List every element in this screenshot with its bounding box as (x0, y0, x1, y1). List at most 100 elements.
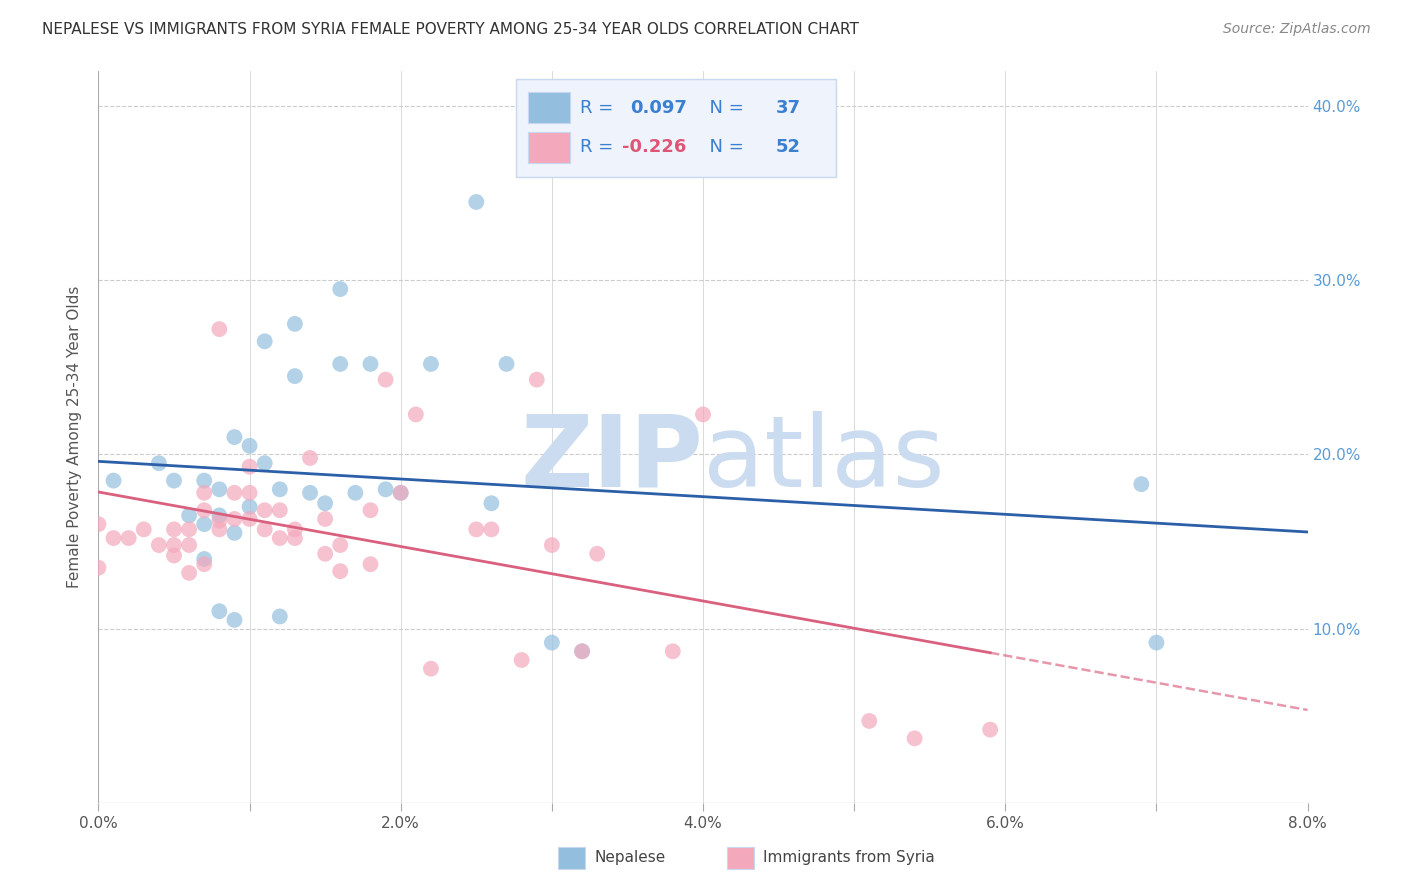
Text: Immigrants from Syria: Immigrants from Syria (763, 850, 935, 865)
Point (374, 483, 396, 497)
Text: 52: 52 (776, 138, 800, 156)
Point (465, 522, 488, 536)
Point (239, 439, 262, 453)
Y-axis label: Female Poverty Among 25-34 Year Olds: Female Poverty Among 25-34 Year Olds (67, 286, 83, 588)
Point (193, 552, 215, 566)
Text: 37: 37 (776, 99, 800, 117)
Point (329, 357, 352, 371)
Point (465, 194, 488, 209)
Point (179, 508, 201, 523)
Point (148, 456, 170, 470)
Point (299, 450, 322, 465)
Point (540, 635, 562, 649)
Point (208, 604, 231, 618)
Point (103, 531, 125, 545)
Point (360, 503, 382, 517)
Point (495, 357, 517, 371)
Point (344, 485, 367, 500)
Bar (558, 847, 585, 869)
Text: atlas: atlas (703, 410, 945, 508)
Point (269, 503, 291, 517)
Point (253, 334, 276, 349)
Bar (527, 132, 569, 163)
Point (103, 474, 125, 488)
Point (284, 317, 307, 331)
Point (224, 430, 246, 444)
Point (253, 456, 276, 470)
Point (239, 512, 262, 526)
Point (269, 483, 291, 497)
Point (314, 547, 336, 561)
Point (208, 322, 231, 336)
Point (329, 564, 352, 578)
Point (571, 644, 593, 658)
FancyBboxPatch shape (516, 78, 837, 178)
Point (179, 566, 201, 580)
Point (405, 408, 427, 422)
Text: NEPALESE VS IMMIGRANTS FROM SYRIA FEMALE POVERTY AMONG 25-34 YEAR OLDS CORRELATI: NEPALESE VS IMMIGRANTS FROM SYRIA FEMALE… (42, 22, 859, 37)
Point (284, 369, 307, 384)
Text: R =: R = (579, 138, 619, 156)
Point (661, 644, 683, 658)
Point (586, 547, 609, 561)
Point (87, 517, 110, 532)
Point (284, 522, 307, 536)
Point (193, 503, 215, 517)
Point (904, 731, 927, 746)
Point (299, 485, 322, 500)
Text: 0.097: 0.097 (630, 99, 688, 117)
Point (224, 525, 246, 540)
Point (208, 514, 231, 528)
Point (193, 558, 215, 572)
Point (360, 558, 382, 572)
Point (269, 609, 291, 624)
Point (132, 522, 155, 536)
Text: Nepalese: Nepalese (595, 850, 665, 865)
Point (193, 517, 215, 532)
Text: Source: ZipAtlas.com: Source: ZipAtlas.com (1223, 22, 1371, 37)
Point (481, 522, 503, 536)
Point (179, 522, 201, 536)
Point (208, 483, 231, 497)
Text: ZIP: ZIP (520, 410, 703, 508)
Point (389, 485, 412, 500)
Point (163, 474, 186, 488)
Point (118, 531, 141, 545)
Point (481, 496, 503, 510)
Point (163, 522, 186, 536)
Point (253, 503, 276, 517)
Point (858, 714, 880, 728)
Point (374, 373, 396, 387)
Point (1130, 477, 1153, 491)
Point (420, 662, 443, 676)
Text: N =: N = (699, 138, 749, 156)
Point (163, 538, 186, 552)
Point (224, 512, 246, 526)
Point (224, 485, 246, 500)
Point (314, 496, 336, 510)
Point (284, 531, 307, 545)
Point (360, 357, 382, 371)
Point (571, 644, 593, 658)
Point (163, 549, 186, 563)
Point (179, 538, 201, 552)
Point (389, 485, 412, 500)
Point (540, 538, 562, 552)
Point (526, 373, 548, 387)
Point (314, 512, 336, 526)
Bar (527, 92, 569, 122)
Point (329, 282, 352, 296)
Point (692, 408, 714, 422)
Point (253, 522, 276, 536)
Point (420, 357, 443, 371)
Text: -0.226: -0.226 (621, 138, 686, 156)
Point (208, 522, 231, 536)
Point (329, 538, 352, 552)
Bar (727, 847, 754, 869)
Point (208, 508, 231, 523)
Text: R =: R = (579, 99, 624, 117)
Text: N =: N = (699, 99, 749, 117)
Point (193, 485, 215, 500)
Point (239, 485, 262, 500)
Point (269, 531, 291, 545)
